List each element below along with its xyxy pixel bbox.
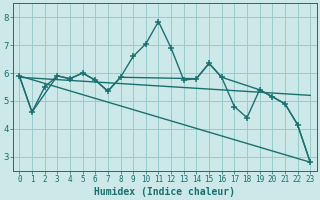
- X-axis label: Humidex (Indice chaleur): Humidex (Indice chaleur): [94, 186, 235, 197]
